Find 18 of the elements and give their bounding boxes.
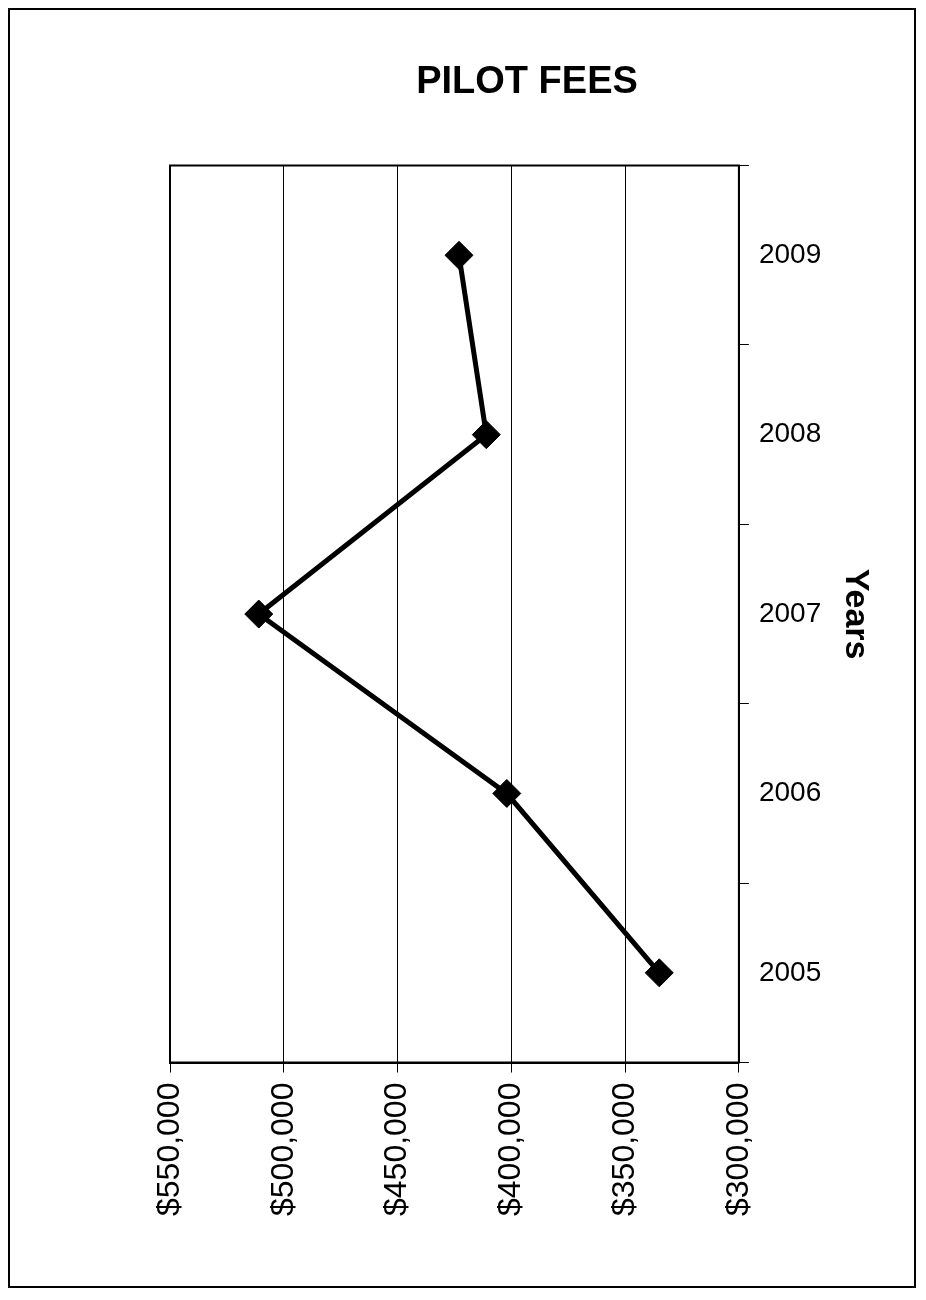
y-tick-label: 2007	[758, 596, 822, 628]
chart-title: PILOT FEES	[416, 59, 638, 102]
x-tick-label: $350,000	[604, 1082, 641, 1216]
x-tick-label: $400,000	[491, 1082, 528, 1216]
y-tick-label: 2005	[758, 955, 822, 987]
point	[471, 420, 501, 450]
y-tick-label: 2008	[758, 417, 822, 449]
x-tick-label: $550,000	[149, 1082, 186, 1216]
point	[492, 778, 522, 808]
point	[244, 599, 274, 629]
point	[644, 958, 674, 988]
x-tick-label: $450,000	[377, 1082, 414, 1216]
x-tick-label: $500,000	[263, 1082, 300, 1216]
y-axis-title: Years	[839, 568, 878, 660]
y-tick-label: 2006	[758, 776, 822, 808]
x-tick-label: $300,000	[718, 1082, 755, 1216]
y-tick-label: 2009	[758, 238, 822, 270]
point	[444, 240, 474, 270]
